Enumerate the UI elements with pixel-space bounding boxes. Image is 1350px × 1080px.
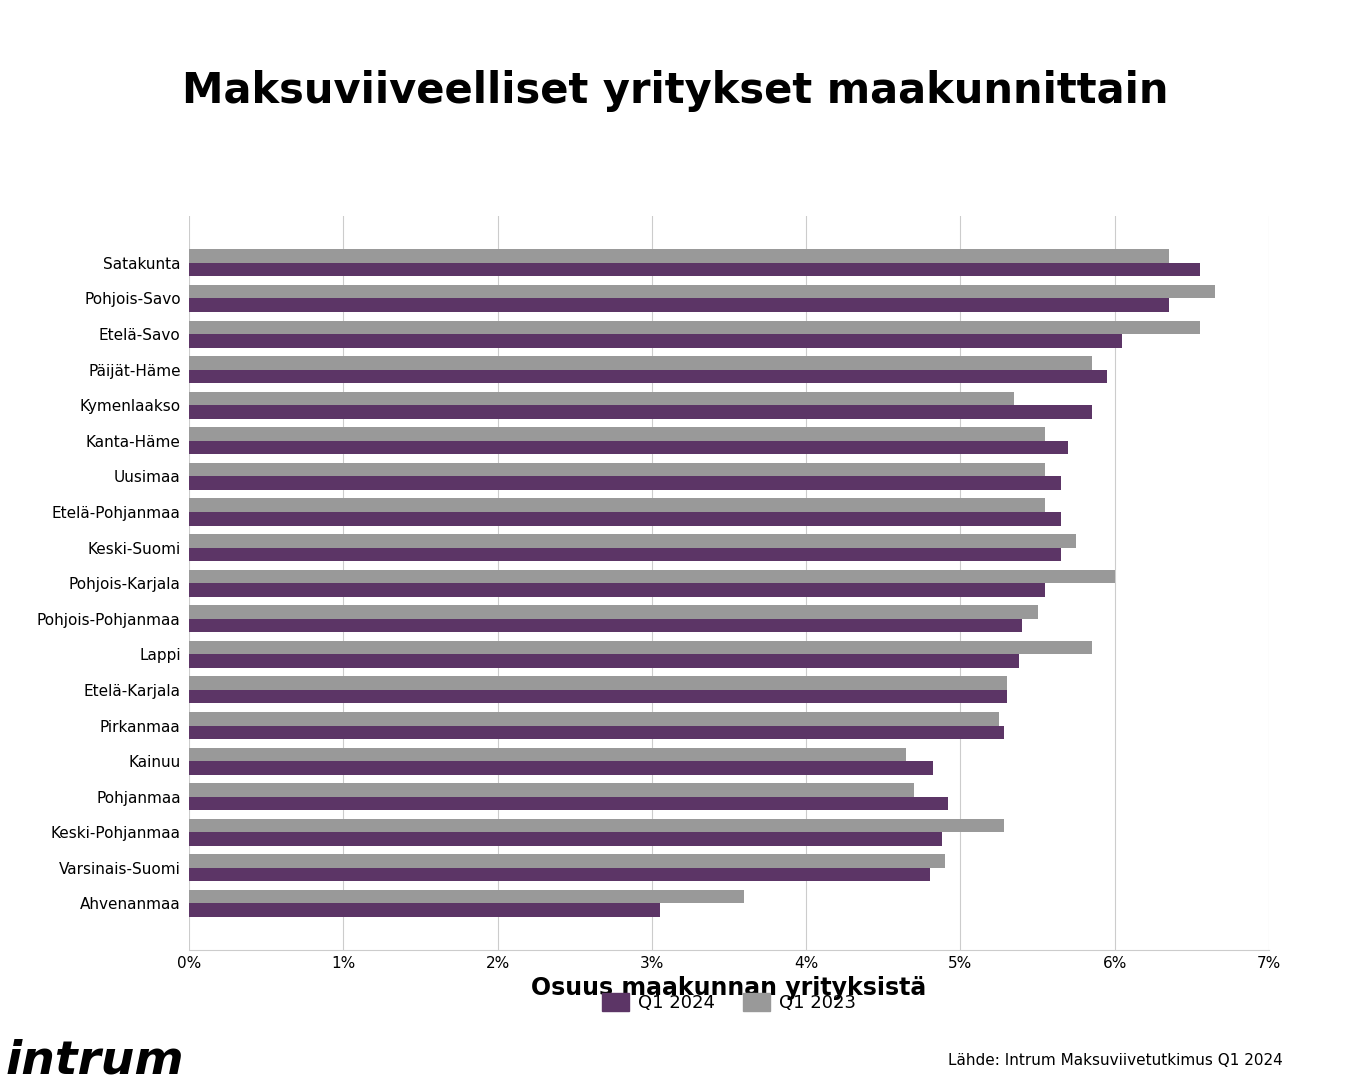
Bar [189, 797, 948, 810]
Bar [189, 262, 1200, 276]
Bar [189, 583, 1045, 597]
Bar [189, 868, 930, 881]
Bar [189, 548, 1061, 562]
Text: Lähde: Intrum Maksuviivetutkimus Q1 2024: Lähde: Intrum Maksuviivetutkimus Q1 2024 [948, 1053, 1282, 1068]
Bar [189, 833, 942, 846]
Bar [189, 761, 933, 774]
Bar [189, 890, 744, 904]
Bar [189, 428, 1045, 441]
Text: Osuus maakunnan yrityksistä: Osuus maakunnan yrityksistä [532, 976, 926, 1000]
Bar [189, 640, 1092, 654]
Text: intrum: intrum [5, 1038, 184, 1080]
Bar [189, 726, 1003, 739]
Bar [189, 476, 1061, 490]
Bar [189, 747, 906, 761]
Bar [189, 369, 1107, 383]
Bar [189, 405, 1092, 419]
Bar [189, 676, 1007, 690]
Legend: Q1 2024, Q1 2023: Q1 2024, Q1 2023 [595, 985, 863, 1020]
Bar [189, 356, 1092, 369]
Bar [189, 712, 999, 726]
Bar [189, 441, 1068, 455]
Bar [189, 334, 1122, 348]
Bar [189, 512, 1061, 526]
Bar [189, 298, 1169, 312]
Bar [189, 904, 660, 917]
Bar [189, 654, 1019, 667]
Bar [189, 249, 1169, 262]
Bar [189, 535, 1076, 548]
Bar [189, 854, 945, 868]
Bar [189, 690, 1007, 703]
Bar [189, 783, 914, 797]
Bar [189, 819, 1003, 833]
Bar [189, 619, 1022, 632]
Bar [189, 392, 1014, 405]
Bar [189, 321, 1200, 334]
Text: Maksuviiveelliset yritykset maakunnittain: Maksuviiveelliset yritykset maakunnittai… [182, 70, 1168, 112]
Bar [189, 285, 1215, 298]
Bar [189, 499, 1045, 512]
Bar [189, 463, 1045, 476]
Bar [189, 569, 1115, 583]
Bar [189, 605, 1038, 619]
